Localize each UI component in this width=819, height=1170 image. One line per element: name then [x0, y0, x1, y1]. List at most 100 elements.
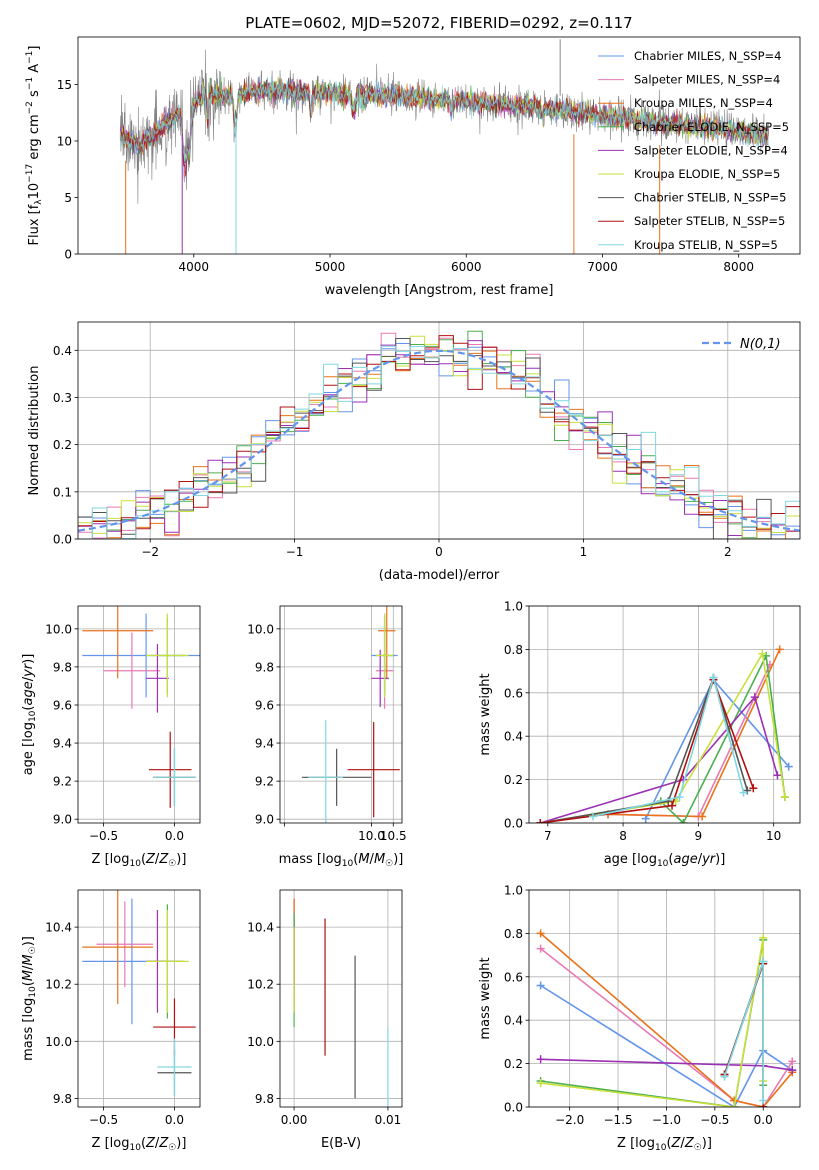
- model-spectrum-7: [119, 78, 769, 177]
- y-tick-label: 9.8: [53, 660, 72, 674]
- weight-marker-8: [759, 1096, 768, 1105]
- x-tick-label: −0.5: [89, 829, 118, 843]
- x-tick-label: 4000: [179, 260, 210, 274]
- weight-marker-1: [536, 944, 545, 953]
- x-tick-label: 0.00: [281, 1113, 308, 1127]
- y-tick-label: 0.8: [504, 927, 523, 941]
- x-tick-label: 5000: [315, 260, 346, 274]
- axes-1: −2 −1 0 1 2 0.0 0.1 0.2 0.3 0.4 N(0,1) (data-model)…: [27, 321, 801, 583]
- legend-entry-1: Salpeter MILES, N_SSP=4: [634, 73, 780, 87]
- weight-marker-5: [759, 933, 768, 942]
- weight-line-6: [723, 961, 764, 1107]
- y-tick-label: 0.0: [504, 817, 523, 831]
- x-tick-label: 2: [724, 545, 732, 559]
- y-tick-label: 0.4: [504, 1014, 523, 1028]
- axes-0: 4000 5000 6000 7000 8000 0 5 10 15 PLATE=0602, MJ…: [25, 14, 801, 298]
- x-axis-label: Z [log10(Z/Z☉)]: [617, 1136, 712, 1153]
- x-tick-label: −2: [141, 545, 159, 559]
- weight-marker-8: [759, 957, 768, 966]
- y-tick-label: 9.2: [255, 775, 274, 789]
- x-tick-label: −2.0: [555, 1113, 584, 1127]
- legend: Chabrier MILES, N_SSP=4 Salpeter MILES, N…: [598, 49, 789, 252]
- axes-7: −2.0 −1.5 −1.0 −0.5 0.0 0.0 0.2 0.4 0.6 0.8 1.0 Z […: [478, 884, 801, 1153]
- x-tick-label: 0.0: [165, 829, 184, 843]
- weight-line-3: [540, 939, 764, 1107]
- x-tick-label: 8000: [723, 260, 754, 274]
- y-axis-label: mass weight: [478, 957, 493, 1039]
- y-tick-label: 0.4: [504, 730, 523, 744]
- weight-line-1: [607, 664, 771, 818]
- weight-marker-8: [709, 673, 718, 682]
- weight-marker-7: [536, 819, 545, 823]
- y-tick-label: 0.6: [504, 970, 523, 984]
- y-tick-label: 10.4: [45, 921, 72, 935]
- y-tick-label: 9.6: [255, 698, 274, 712]
- weight-line-3: [660, 653, 786, 823]
- y-tick-label: 9.8: [255, 660, 274, 674]
- x-tick-label: 10.0: [358, 829, 385, 843]
- weight-line-0: [644, 678, 790, 820]
- y-tick-label: 9.2: [53, 775, 72, 789]
- y-tick-label: 5: [64, 191, 72, 205]
- x-tick-label: 0: [435, 545, 443, 559]
- legend-entry-5: Kroupa ELODIE, N_SSP=5: [634, 167, 780, 181]
- weight-marker-5: [730, 1103, 739, 1107]
- plot-area: [119, 39, 769, 254]
- weight-marker-2: [698, 812, 707, 821]
- x-tick-label: 10: [766, 829, 781, 843]
- x-axis-label: (data-model)/error: [379, 568, 500, 583]
- plot-area: [82, 606, 200, 808]
- model-spectrum-8: [119, 76, 769, 163]
- weight-line-4: [540, 695, 779, 823]
- weight-marker-8: [720, 1072, 729, 1081]
- x-tick-label: 0.01: [375, 1113, 402, 1127]
- legend-entry-6: Chabrier STELIB, N_SSP=5: [634, 191, 786, 205]
- y-tick-label: 0.0: [53, 533, 72, 547]
- weight-marker-7: [749, 784, 758, 793]
- x-axis-label: wavelength [Angstrom, rest frame]: [325, 283, 554, 298]
- weight-marker-1: [788, 1057, 797, 1066]
- plot-area: [293, 898, 389, 1107]
- chart-title: PLATE=0602, MJD=52072, FIBERID=0292, z=0…: [245, 14, 632, 32]
- weight-line-7: [540, 677, 755, 823]
- y-tick-label: 1.0: [504, 600, 523, 614]
- y-tick-label: 1.0: [504, 884, 523, 898]
- y-tick-label: 10.0: [247, 622, 274, 636]
- weight-marker-0: [536, 981, 545, 990]
- x-axis-label: E(B-V): [321, 1136, 361, 1151]
- y-tick-label: 0.1: [53, 485, 72, 499]
- weight-marker-4: [773, 771, 782, 780]
- weight-marker-5: [780, 792, 789, 801]
- y-tick-label: 0: [64, 248, 72, 262]
- y-axis-label: mass [log10(M/M☉)]: [21, 936, 38, 1061]
- weight-marker-8: [675, 792, 684, 801]
- y-tick-label: 0.2: [504, 773, 523, 787]
- y-tick-label: 9.8: [53, 1092, 72, 1106]
- weight-marker-0: [784, 762, 793, 771]
- y-tick-label: 9.4: [53, 737, 72, 751]
- x-axis-label: mass [log10(M/M☉)]: [279, 852, 404, 869]
- x-tick-label: 6000: [451, 260, 482, 274]
- x-axis-label: age [log10(age/yr)]: [604, 852, 726, 869]
- plot-area: [536, 645, 793, 823]
- legend-entry-8: Kroupa STELIB, N_SSP=5: [634, 238, 778, 252]
- weight-marker-6: [664, 797, 673, 806]
- weight-marker-8: [739, 788, 748, 797]
- legend-entry: N(0,1): [740, 337, 781, 352]
- histogram-4: [78, 340, 800, 539]
- histogram-0: [78, 343, 800, 536]
- weight-line-7: [723, 963, 764, 1107]
- axes-5: −0.5 0.0 9.8 10.0 10.2 10.4 Z [log10(Z/Z☉)] mas…: [21, 889, 201, 1153]
- y-tick-label: 10.2: [45, 978, 72, 992]
- x-tick-label: 0.0: [754, 1113, 773, 1127]
- weight-line-2: [540, 932, 793, 1107]
- y-tick-label: 0.0: [504, 1101, 523, 1115]
- y-tick-label: 0.6: [504, 686, 523, 700]
- weight-marker-2: [536, 929, 545, 938]
- y-axis-label: Normed distribution: [27, 366, 42, 496]
- y-tick-label: 0.3: [53, 391, 72, 405]
- x-tick-label: −1.5: [603, 1113, 632, 1127]
- y-axis-label: mass weight: [478, 673, 493, 755]
- y-tick-label: 0.4: [53, 344, 72, 358]
- weight-marker-3: [679, 819, 688, 823]
